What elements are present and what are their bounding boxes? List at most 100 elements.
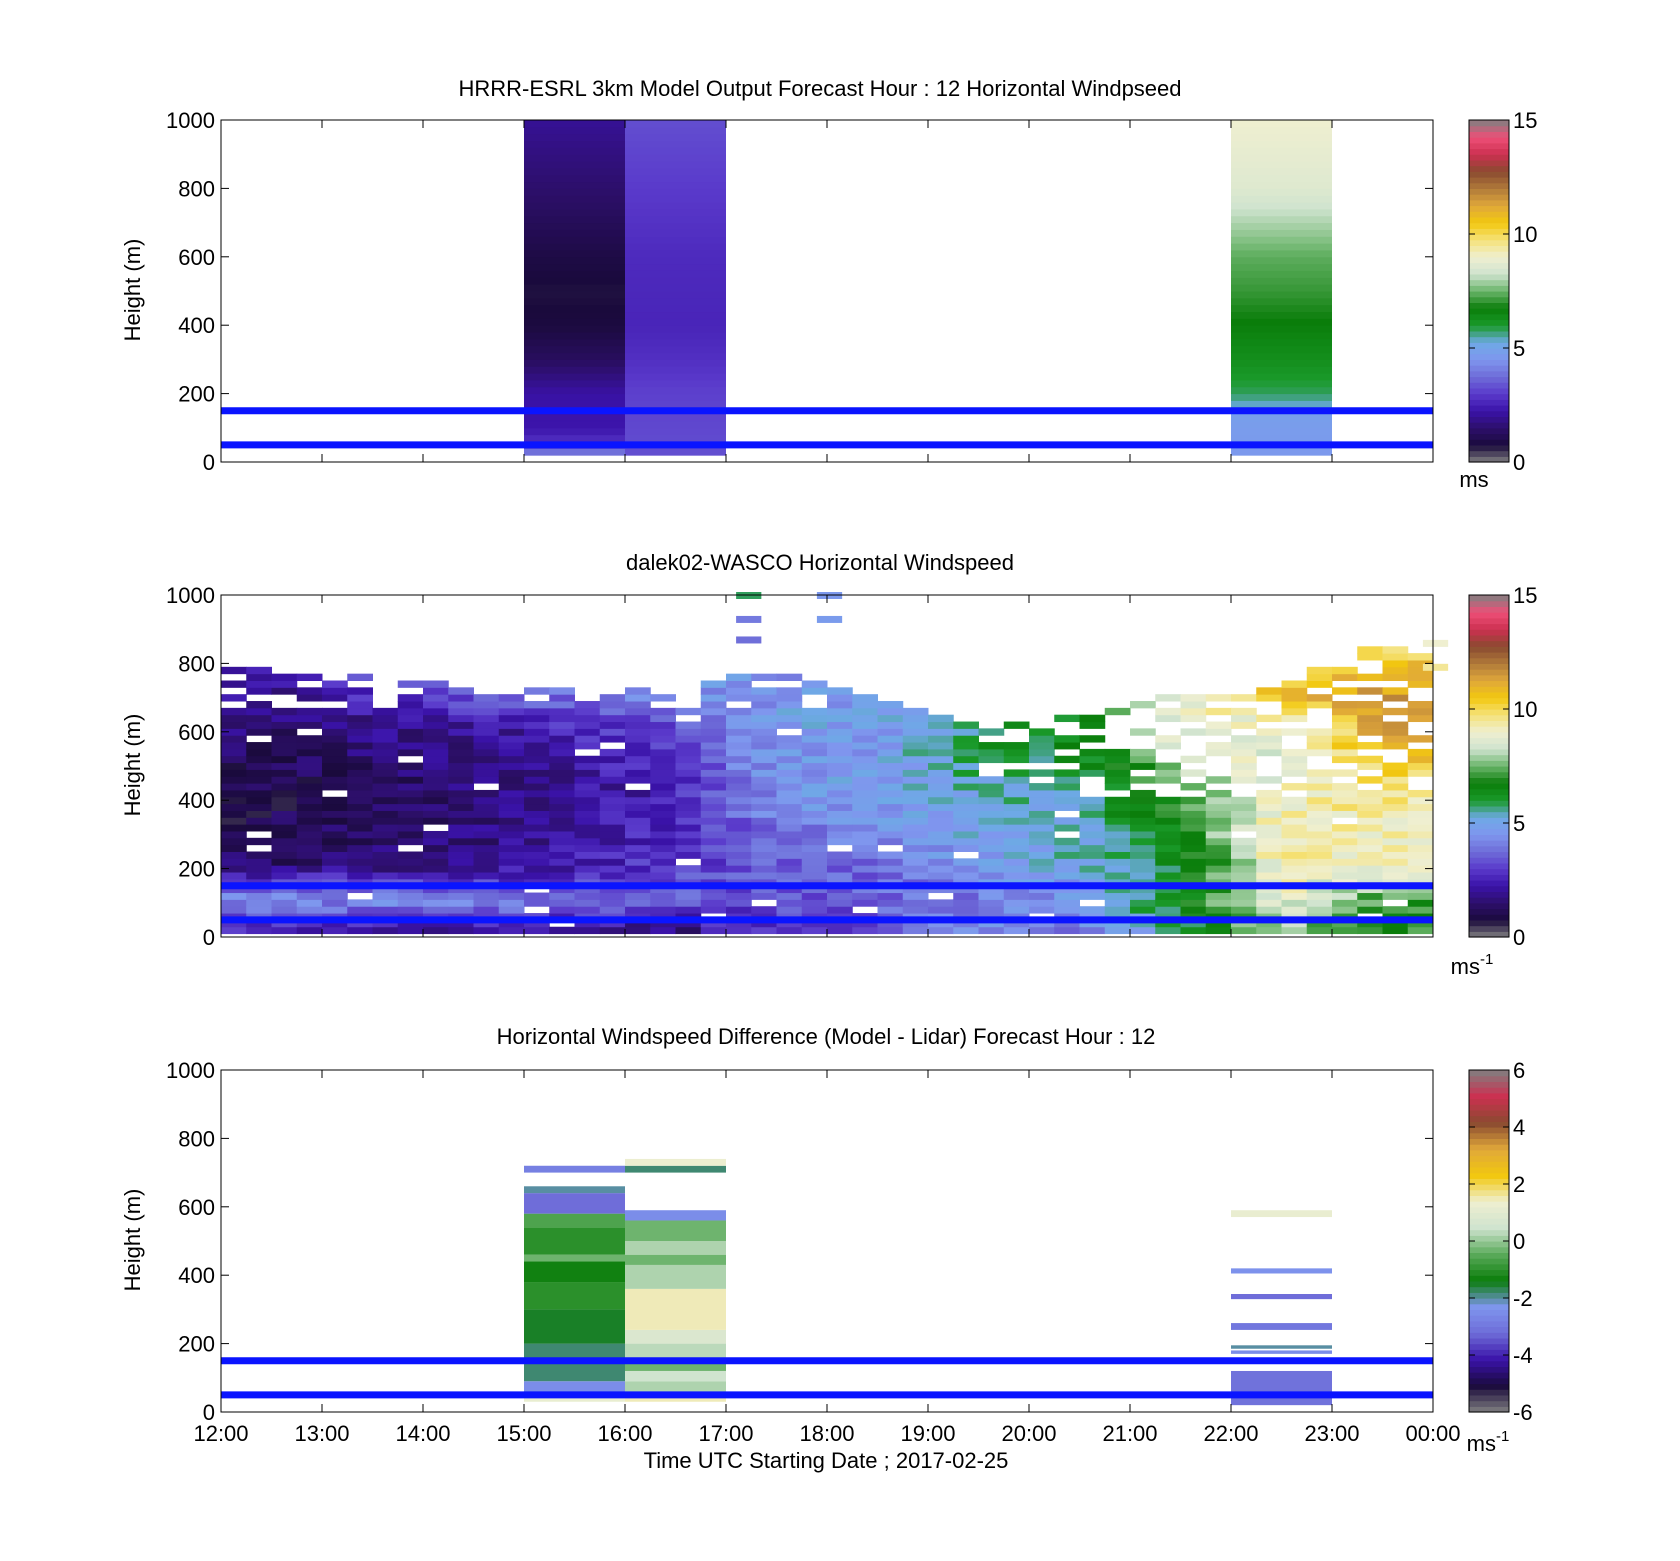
heatmap-cell — [1155, 906, 1181, 914]
heatmap-cell — [1332, 673, 1358, 681]
heatmap-cell — [902, 769, 929, 777]
heatmap-cell — [801, 762, 828, 770]
heatmap-cell — [625, 366, 726, 374]
heatmap-cell — [1332, 728, 1358, 736]
colorbar-segment — [1469, 885, 1509, 892]
heatmap-cell — [347, 810, 373, 818]
heatmap-cell — [776, 865, 803, 873]
colorbar-segment — [1469, 342, 1509, 349]
heatmap-cell — [549, 796, 575, 805]
colorbar-segment — [1469, 165, 1509, 172]
heatmap-cell — [1155, 824, 1181, 832]
heatmap-cell — [852, 899, 878, 907]
heatmap-cell — [1003, 824, 1030, 832]
heatmap-cell — [726, 769, 752, 777]
heatmap-cell — [650, 728, 676, 736]
heatmap-cell — [1382, 872, 1409, 880]
heatmap-cell — [726, 865, 752, 873]
y-tick-label: 1000 — [166, 1058, 215, 1083]
colorbar-tick-label: 5 — [1513, 811, 1525, 836]
heatmap-cell — [1079, 858, 1106, 866]
heatmap-cell — [574, 906, 601, 914]
heatmap-cell — [372, 762, 399, 770]
heatmap-cell — [423, 789, 449, 798]
heatmap-cell — [322, 694, 348, 702]
heatmap-cell — [347, 707, 373, 716]
heatmap-cell — [221, 810, 247, 818]
heatmap-cell — [1332, 899, 1358, 907]
heatmap-cell — [524, 830, 550, 839]
heatmap-cell — [953, 817, 979, 825]
heatmap-cell — [625, 373, 726, 381]
heatmap-cell — [1306, 776, 1333, 784]
heatmap-cell — [271, 721, 298, 729]
heatmap-cell — [1104, 817, 1131, 825]
heatmap-cell — [1306, 769, 1333, 777]
heatmap-cell — [675, 885, 702, 894]
heatmap-cell — [700, 885, 727, 894]
colorbar-segment — [1469, 811, 1509, 818]
heatmap-cell — [1231, 400, 1332, 408]
heatmap-cell — [650, 865, 676, 873]
heatmap-cell — [271, 824, 298, 832]
heatmap-cell — [877, 906, 904, 914]
heatmap-cell — [524, 345, 625, 354]
heatmap-cell — [549, 755, 575, 764]
heatmap-cell — [928, 885, 954, 894]
heatmap-cell — [347, 796, 373, 805]
heatmap-cell — [599, 837, 626, 846]
heatmap-cell — [574, 803, 601, 811]
heatmap-cell — [751, 830, 777, 839]
colorbar-segment — [1469, 1406, 1509, 1413]
heatmap-cells — [221, 120, 1433, 456]
heatmap-cell — [625, 1360, 726, 1371]
heatmap-cell — [271, 803, 298, 811]
heatmap-cell — [347, 687, 373, 695]
heatmap-cell — [801, 851, 828, 859]
heatmap-cell — [1003, 803, 1030, 811]
heatmap-cell — [625, 687, 651, 695]
colorbar-tick-label: 10 — [1513, 222, 1537, 247]
heatmap-cell — [902, 803, 929, 811]
heatmap-cell — [1104, 851, 1131, 859]
heatmap-cell — [1180, 701, 1207, 709]
heatmap-cell — [448, 803, 474, 811]
colorbar-segment — [1469, 205, 1509, 212]
heatmap-cell — [1357, 844, 1383, 852]
heatmap-cell — [1054, 851, 1080, 859]
heatmap-cell — [372, 789, 399, 798]
heatmap-cell — [1332, 906, 1358, 914]
heatmap-cell — [1231, 366, 1332, 374]
colorbar-segment — [1469, 709, 1509, 716]
heatmap-cell — [1407, 906, 1434, 914]
y-tick-label: 400 — [178, 313, 215, 338]
heatmap-cell — [1231, 256, 1332, 265]
heatmap-cell — [726, 906, 752, 914]
heatmap-cell — [1104, 824, 1131, 832]
heatmap-cell — [1003, 837, 1030, 846]
heatmap-cell — [1422, 639, 1449, 647]
heatmap-cell — [397, 865, 424, 873]
colorbar-segment — [1469, 674, 1509, 682]
heatmap-cell — [827, 824, 853, 832]
heatmap-cell — [953, 728, 979, 736]
heatmap-cell — [1332, 885, 1358, 894]
heatmap-cell — [1029, 919, 1055, 928]
heatmap-cell — [524, 311, 625, 319]
heatmap-cell — [1029, 810, 1055, 818]
heatmap-cell — [625, 892, 651, 900]
heatmap-cell — [625, 215, 726, 224]
heatmap-cell — [1104, 899, 1131, 907]
heatmap-cell — [978, 755, 1005, 764]
colorbar-segment — [1469, 450, 1509, 457]
heatmap-cell — [322, 830, 348, 839]
heatmap-cell — [978, 796, 1005, 805]
heatmap-cell — [1155, 742, 1181, 750]
heatmap-cell — [852, 830, 878, 839]
heatmap-cell — [700, 865, 727, 873]
colorbar-segment — [1469, 868, 1509, 875]
heatmap-cell — [726, 776, 752, 784]
heatmap-cell — [296, 796, 323, 805]
colorbar-segment — [1469, 285, 1509, 292]
heatmap-cell — [448, 926, 474, 935]
